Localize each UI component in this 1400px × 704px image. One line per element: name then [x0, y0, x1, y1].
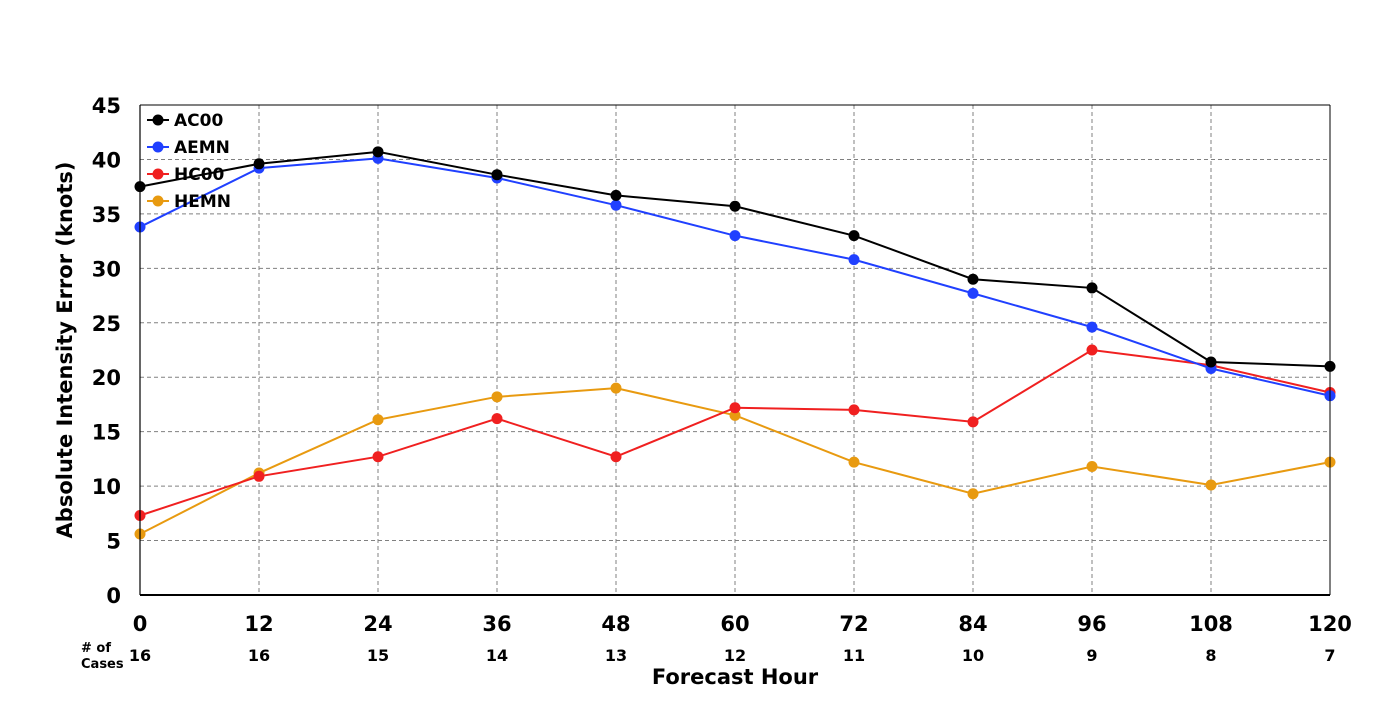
series-lines: [134, 146, 1336, 540]
data-point: [1205, 479, 1217, 491]
series-hc00: [134, 344, 1336, 522]
legend-label: HEMN: [174, 192, 231, 212]
case-count-label: 9: [1086, 646, 1097, 665]
legend-item-hc00: HC00: [147, 165, 225, 185]
data-point: [729, 409, 741, 421]
case-count-label: 10: [962, 646, 984, 665]
data-point: [372, 414, 384, 426]
x-tick-label: 72: [839, 612, 868, 636]
data-point: [253, 158, 265, 170]
x-tick-label: 120: [1308, 612, 1352, 636]
x-tick-label: 108: [1189, 612, 1233, 636]
case-count-label: 8: [1205, 646, 1216, 665]
x-axis-label: Forecast Hour: [652, 665, 819, 689]
legend-label: HC00: [174, 165, 225, 185]
legend-marker: [152, 195, 164, 207]
x-tick-label: 24: [363, 612, 392, 636]
case-count-label: 16: [248, 646, 270, 665]
y-tick-label: 0: [106, 584, 121, 608]
series-ac00: [134, 146, 1336, 372]
data-point: [491, 169, 503, 181]
grid-lines: [140, 105, 1330, 595]
x-tick-label: 96: [1077, 612, 1106, 636]
data-point: [1086, 461, 1098, 473]
data-point: [610, 451, 622, 463]
data-point: [729, 230, 741, 242]
y-tick-label: 30: [92, 257, 121, 281]
data-point: [1205, 356, 1217, 368]
x-tick-label: 60: [720, 612, 749, 636]
data-point: [848, 254, 860, 266]
x-tick-label: 84: [958, 612, 987, 636]
case-count-label: 16: [129, 646, 151, 665]
data-point: [967, 273, 979, 285]
legend-marker: [152, 168, 164, 180]
data-point: [848, 230, 860, 242]
data-point: [967, 416, 979, 428]
legend-marker: [152, 141, 164, 153]
case-count-label: 13: [605, 646, 627, 665]
x-tick-label: 36: [482, 612, 511, 636]
y-axis-label: Absolute Intensity Error (knots): [53, 162, 77, 539]
y-tick-label: 45: [92, 94, 121, 118]
legend-marker: [152, 114, 164, 126]
data-point: [967, 287, 979, 299]
data-point: [848, 456, 860, 468]
x-tick-label: 12: [244, 612, 273, 636]
legend-label: AEMN: [174, 138, 230, 158]
data-point: [610, 382, 622, 394]
data-point: [372, 451, 384, 463]
y-tick-label: 10: [92, 475, 121, 499]
data-point: [610, 199, 622, 211]
data-point: [372, 146, 384, 158]
cases-row-label: # of Cases: [81, 641, 124, 672]
data-point: [491, 391, 503, 403]
legend-item-hemn: HEMN: [147, 192, 231, 212]
y-tick-label: 25: [92, 312, 121, 336]
y-tick-label: 5: [106, 530, 121, 554]
data-point: [848, 404, 860, 416]
data-point: [729, 402, 741, 414]
case-count-label: 11: [843, 646, 865, 665]
data-point: [967, 488, 979, 500]
data-point: [253, 470, 265, 482]
axes: 0 5 10 15 20 25 30 35 40 45 0 16 12 16 24 15 36 14 48 13 60 1…: [81, 94, 1352, 672]
data-point: [1086, 282, 1098, 294]
legend-label: AC00: [174, 111, 223, 131]
data-point: [1086, 321, 1098, 333]
case-count-label: 12: [724, 646, 746, 665]
x-tick-label: 48: [601, 612, 630, 636]
case-count-label: 7: [1324, 646, 1335, 665]
x-tick-label: 0: [133, 612, 148, 636]
data-point: [491, 413, 503, 425]
legend: AC00 AEMN HC00 HEMN: [147, 111, 231, 212]
case-count-label: 15: [367, 646, 389, 665]
y-tick-label: 35: [92, 203, 121, 227]
legend-item-ac00: AC00: [147, 111, 223, 131]
y-tick-label: 15: [92, 421, 121, 445]
data-point: [610, 189, 622, 201]
data-point: [1086, 344, 1098, 356]
data-point: [729, 200, 741, 212]
legend-item-aemn: AEMN: [147, 138, 230, 158]
case-count-label: 14: [486, 646, 508, 665]
y-tick-label: 20: [92, 366, 121, 390]
y-tick-label: 40: [92, 148, 121, 172]
